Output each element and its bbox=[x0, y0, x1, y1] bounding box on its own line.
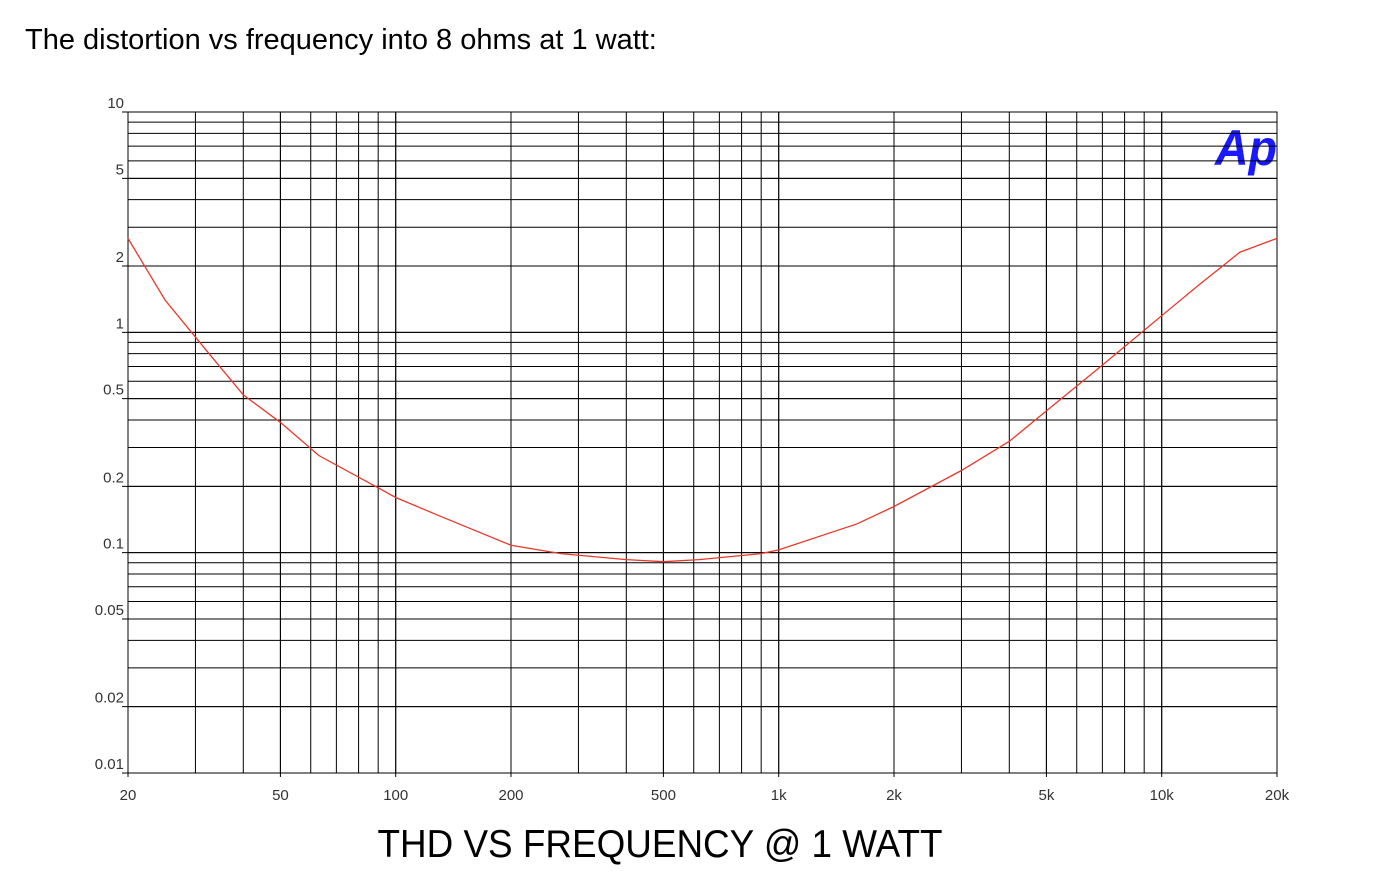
y-tick-label: 0.5 bbox=[103, 382, 124, 399]
y-tick-label: 10 bbox=[107, 95, 124, 112]
y-tick-label: 5 bbox=[116, 161, 124, 178]
x-tick-label: 20k bbox=[1265, 787, 1290, 804]
x-tick-label: 1k bbox=[771, 787, 787, 804]
plot-frame bbox=[127, 111, 1278, 774]
x-tick-label: 50 bbox=[272, 787, 289, 804]
x-tick-label: 2k bbox=[886, 787, 902, 804]
y-tick-label: 0.02 bbox=[95, 690, 124, 707]
x-tick-label: 20 bbox=[120, 787, 137, 804]
y-tick-label: 0.2 bbox=[103, 469, 124, 486]
x-tick-label: 10k bbox=[1150, 787, 1175, 804]
x-tick-label: 100 bbox=[383, 787, 408, 804]
y-tick-label: 0.01 bbox=[95, 756, 124, 773]
heading: The distortion vs frequency into 8 ohms … bbox=[25, 24, 657, 56]
logo: Ap bbox=[1213, 120, 1277, 176]
x-tick-label: 200 bbox=[498, 787, 523, 804]
y-tick-label: 1 bbox=[116, 315, 124, 332]
data-line bbox=[127, 237, 1278, 563]
chart-title: THD VS FREQUENCY @ 1 WATT bbox=[378, 823, 943, 866]
y-tick-label: 0.05 bbox=[95, 602, 124, 619]
x-tick-label: 5k bbox=[1038, 787, 1054, 804]
x-tick-label: 500 bbox=[651, 787, 676, 804]
y-tick-label: 2 bbox=[116, 249, 124, 266]
y-tick-label: 0.1 bbox=[103, 536, 124, 553]
